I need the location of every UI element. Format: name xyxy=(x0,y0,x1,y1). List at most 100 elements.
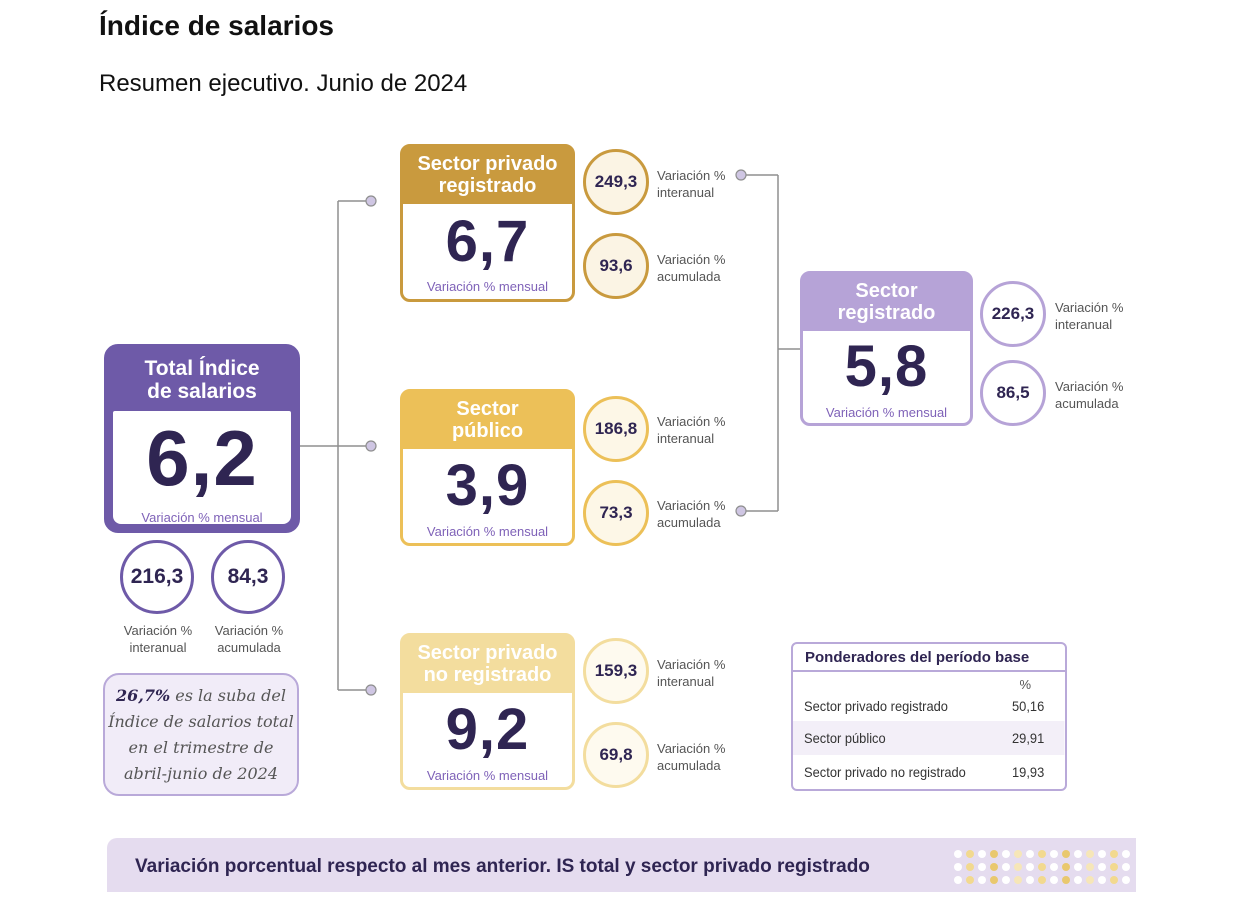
decor-dot xyxy=(966,863,974,871)
decor-dot xyxy=(1026,863,1034,871)
total-acumulada-circle: 84,3 xyxy=(211,540,285,614)
total-monthly-caption: Variación % mensual xyxy=(141,510,263,525)
decor-dot xyxy=(978,876,986,884)
private-unregistered-interanual-circle: 159,3 xyxy=(583,638,649,704)
total-interanual-label: Variación % interanual xyxy=(110,622,206,656)
decor-dot xyxy=(1110,876,1118,884)
decor-dot xyxy=(1122,863,1130,871)
public-sector-interanual-label: Variación % interanual xyxy=(657,413,725,447)
decor-dot xyxy=(966,850,974,858)
label-line: acumulada xyxy=(217,640,281,655)
connector-node xyxy=(735,169,747,181)
registered-sector-interanual-circle: 226,3 xyxy=(980,281,1046,347)
decor-dot xyxy=(1014,850,1022,858)
label-line: Variación % xyxy=(214,623,284,638)
public-sector-body: 3,9 Variación % mensual xyxy=(403,449,572,543)
registered-sector-card: Sector registrado 5,8 Variación % mensua… xyxy=(800,271,973,426)
private-registered-acumulada-circle: 93,6 xyxy=(583,233,649,299)
decor-dot xyxy=(1038,876,1046,884)
public-sector-interanual-circle: 186,8 xyxy=(583,396,649,462)
connector-node xyxy=(365,440,377,452)
registered-sector-body: 5,8 Variación % mensual xyxy=(803,331,970,423)
weights-row-value: 50,16 xyxy=(1012,698,1045,714)
private-unregistered-monthly-value: 9,2 xyxy=(445,697,530,762)
public-sector-acumulada-value: 73,3 xyxy=(599,503,633,522)
connector-node xyxy=(365,195,377,207)
total-acumulada-value: 84,3 xyxy=(227,565,269,588)
decor-dot xyxy=(1038,850,1046,858)
public-sector-title-line2: público xyxy=(451,420,524,442)
decor-dot xyxy=(1014,863,1022,871)
private-registered-monthly-caption: Variación % mensual xyxy=(426,279,549,294)
private-registered-acumulada-label: Variación % acumulada xyxy=(657,251,725,285)
total-index-body: 6,2 Variación % mensual xyxy=(113,411,291,525)
private-unregistered-interanual-value: 159,3 xyxy=(594,661,638,680)
label-line: Variación % xyxy=(123,623,193,638)
total-index-card: Total Índice de salarios 6,2 Variación %… xyxy=(104,344,300,533)
private-unregistered-title-line2: no registrado xyxy=(423,664,552,686)
private-unregistered-acumulada-value: 69,8 xyxy=(599,745,633,764)
label-line: Variación % xyxy=(657,657,726,672)
private-unregistered-acumulada-circle: 69,8 xyxy=(583,722,649,788)
decor-dot xyxy=(1122,850,1130,858)
note-line3: en el trimestre de xyxy=(128,738,274,757)
decor-dot xyxy=(1086,876,1094,884)
label-line: acumulada xyxy=(657,515,721,530)
decor-dot xyxy=(1074,863,1082,871)
decor-dot xyxy=(966,876,974,884)
public-sector-header: Sector público xyxy=(403,392,572,448)
weights-row-value: 19,93 xyxy=(1012,764,1045,780)
public-sector-card: Sector público 3,9 Variación % mensual xyxy=(400,389,575,546)
registered-sector-header: Sector registrado xyxy=(803,274,970,330)
registered-sector-acumulada-value: 86,5 xyxy=(996,383,1030,402)
label-line: interanual xyxy=(657,431,715,446)
decor-dot xyxy=(1002,876,1010,884)
decor-dot xyxy=(990,876,998,884)
decor-dot xyxy=(1098,863,1106,871)
quarterly-note: 26,7% es la suba del Índice de salarios … xyxy=(103,673,299,796)
decor-dot xyxy=(1050,863,1058,871)
public-sector-interanual-value: 186,8 xyxy=(594,419,638,438)
decor-dot xyxy=(1098,876,1106,884)
weights-row-value: 29,91 xyxy=(1012,730,1045,746)
public-sector-monthly-caption: Variación % mensual xyxy=(426,524,549,539)
public-sector-monthly-value: 3,9 xyxy=(445,453,530,518)
label-line: interanual xyxy=(1055,317,1113,332)
page-title: Índice de salarios xyxy=(99,10,334,41)
connector-node xyxy=(365,684,377,696)
registered-sector-monthly-caption: Variación % mensual xyxy=(825,405,948,420)
decor-dot xyxy=(1074,850,1082,858)
decor-dot xyxy=(1098,850,1106,858)
registered-sector-title-line2: registrado xyxy=(837,302,936,324)
label-line: interanual xyxy=(129,640,187,655)
section-banner: Variación porcentual respecto al mes ant… xyxy=(107,838,1136,892)
label-line: interanual xyxy=(657,674,715,689)
private-unregistered-body: 9,2 Variación % mensual xyxy=(403,693,572,787)
private-unregistered-card: Sector privado no registrado 9,2 Variaci… xyxy=(400,633,575,790)
page-subtitle: Resumen ejecutivo. Junio de 2024 xyxy=(99,70,468,97)
note-line1: es la suba del xyxy=(170,686,286,705)
decor-dot xyxy=(1050,876,1058,884)
public-sector-acumulada-label: Variación % acumulada xyxy=(657,497,725,531)
weights-title: Ponderadores del período base xyxy=(793,644,1065,672)
weights-row: Sector privado registrado 50,16 xyxy=(793,689,1065,723)
registered-sector-monthly-value: 5,8 xyxy=(844,334,929,399)
decor-dot xyxy=(1026,876,1034,884)
decor-dot xyxy=(954,850,962,858)
weights-row-label: Sector privado no registrado xyxy=(804,764,966,780)
decorative-dots xyxy=(954,850,1130,884)
decor-dot xyxy=(1110,850,1118,858)
weights-unit: % xyxy=(1019,677,1031,692)
private-unregistered-interanual-label: Variación % interanual xyxy=(657,656,725,690)
label-line: Variación % xyxy=(657,741,726,756)
weights-row-label: Sector público xyxy=(804,730,886,746)
connector-node xyxy=(735,505,747,517)
decor-dot xyxy=(978,863,986,871)
registered-sector-title-line1: Sector xyxy=(855,280,918,302)
total-title-line1: Total Índice xyxy=(144,356,260,380)
decor-dot xyxy=(1122,876,1130,884)
decor-dot xyxy=(1002,863,1010,871)
decor-dot xyxy=(1110,863,1118,871)
label-line: acumulada xyxy=(657,758,721,773)
